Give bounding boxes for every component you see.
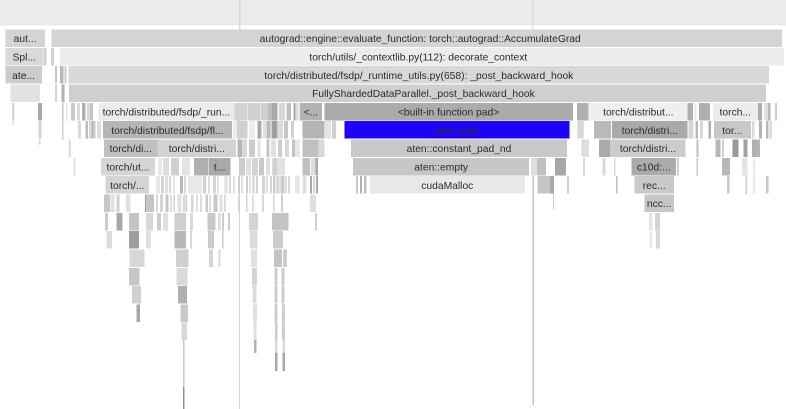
svg-text:torch/utils/_contextlib.py(112: torch/utils/_contextlib.py(112): decorat… (309, 53, 527, 64)
svg-text:torch/di...: torch/di... (110, 144, 152, 155)
svg-text:torch/distributed/fsdp/_run...: torch/distributed/fsdp/_run... (103, 108, 231, 119)
svg-text:Spl...: Spl... (13, 53, 36, 64)
svg-text:ate...: ate... (12, 71, 35, 82)
svg-text:aten::empty: aten::empty (414, 162, 469, 173)
svg-text:FullyShardedDataParallel._post: FullyShardedDataParallel._post_backward_… (312, 89, 536, 100)
svg-text:cudaMalloc: cudaMalloc (421, 181, 473, 192)
svg-text:autograd::engine::evaluate_fun: autograd::engine::evaluate_function: tor… (260, 34, 581, 45)
svg-text:ncc...: ncc... (647, 199, 672, 210)
svg-text:aten::pad: aten::pad (436, 126, 479, 137)
svg-text:<built-in function pad>: <built-in function pad> (398, 108, 499, 119)
svg-text:torch/...: torch/... (110, 181, 144, 192)
svg-text:<...: <... (304, 108, 319, 119)
svg-text:torch/distributed/fsdp/fl...: torch/distributed/fsdp/fl... (111, 126, 223, 137)
svg-text:torch/ut...: torch/ut... (107, 162, 150, 173)
svg-text:rec...: rec... (643, 181, 666, 192)
svg-text:torch...: torch... (720, 108, 751, 119)
svg-text:c10d:...: c10d:... (637, 162, 671, 173)
svg-text:torch/distri...: torch/distri... (622, 126, 678, 137)
svg-text:torch/distribut...: torch/distribut... (603, 108, 673, 119)
svg-text:aut...: aut... (14, 34, 37, 45)
svg-text:tor...: tor... (722, 126, 742, 137)
svg-text:torch/distri...: torch/distri... (620, 144, 676, 155)
svg-text:t...: t... (214, 162, 225, 173)
svg-text:aten::constant_pad_nd: aten::constant_pad_nd (407, 144, 512, 155)
svg-text:torch/distri...: torch/distri... (169, 144, 225, 155)
svg-text:torch/distributed/fsdp/_runtim: torch/distributed/fsdp/_runtime_utils.py… (264, 71, 574, 82)
